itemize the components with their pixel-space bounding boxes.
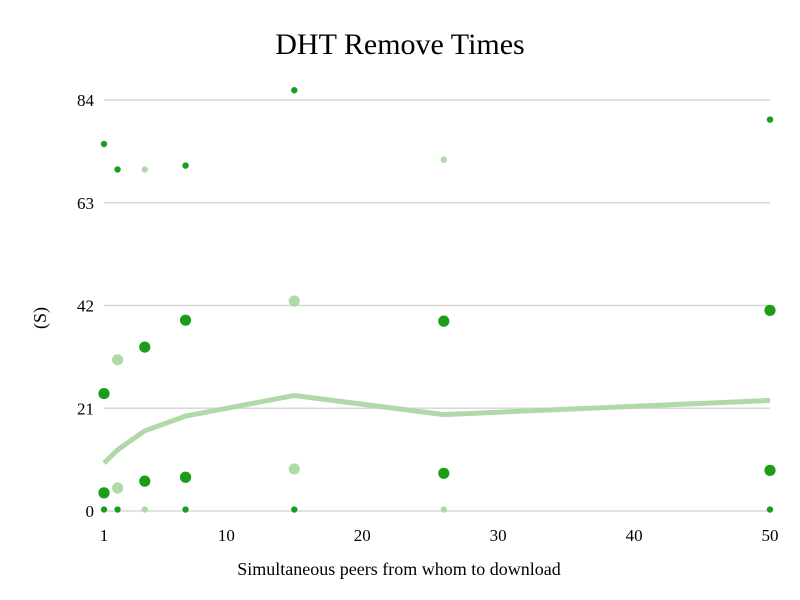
data-point xyxy=(98,387,110,400)
x-axis-ticks: 1 10 20 30 40 50 xyxy=(100,526,779,545)
data-point xyxy=(291,506,298,513)
scatter-points xyxy=(98,87,776,513)
data-point xyxy=(766,116,774,123)
data-point xyxy=(139,341,151,353)
y-tick-label: 63 xyxy=(77,194,94,213)
data-point xyxy=(114,506,121,513)
data-point xyxy=(764,464,776,476)
data-point xyxy=(182,506,189,513)
data-point xyxy=(764,304,776,316)
data-point xyxy=(100,140,108,148)
trend-line xyxy=(102,393,771,465)
x-tick-label: 50 xyxy=(762,526,779,545)
data-point xyxy=(179,471,192,483)
data-point xyxy=(288,463,300,475)
y-tick-label: 84 xyxy=(77,91,95,110)
x-axis-label: Simultaneous peers from whom to download xyxy=(237,559,560,579)
y-axis-label: (S) xyxy=(30,307,51,329)
data-point xyxy=(114,166,121,173)
data-point xyxy=(139,475,151,487)
x-tick-label: 1 xyxy=(100,526,109,545)
x-tick-label: 30 xyxy=(490,526,507,545)
data-point xyxy=(440,506,447,513)
data-point xyxy=(766,506,774,513)
chart-title: DHT Remove Times xyxy=(275,28,524,61)
data-point xyxy=(440,156,447,163)
y-tick-label: 21 xyxy=(77,399,94,418)
y-tick-label: 42 xyxy=(77,297,94,316)
x-tick-label: 40 xyxy=(626,526,643,545)
data-point xyxy=(111,354,124,366)
data-point xyxy=(291,87,298,94)
data-point xyxy=(182,162,189,169)
y-axis-ticks: 0 21 42 63 84 xyxy=(77,91,95,521)
trend-line-layer xyxy=(102,393,771,465)
x-tick-label: 20 xyxy=(354,526,371,545)
data-point xyxy=(438,467,450,479)
data-point xyxy=(111,482,124,494)
data-point xyxy=(438,315,450,327)
data-point xyxy=(288,295,300,307)
data-point xyxy=(98,487,110,499)
data-point xyxy=(141,506,148,513)
data-point xyxy=(179,314,192,326)
x-tick-label: 10 xyxy=(218,526,235,545)
data-point xyxy=(100,506,108,513)
data-point xyxy=(141,166,148,173)
grid xyxy=(104,99,770,512)
y-tick-label: 0 xyxy=(86,502,95,521)
